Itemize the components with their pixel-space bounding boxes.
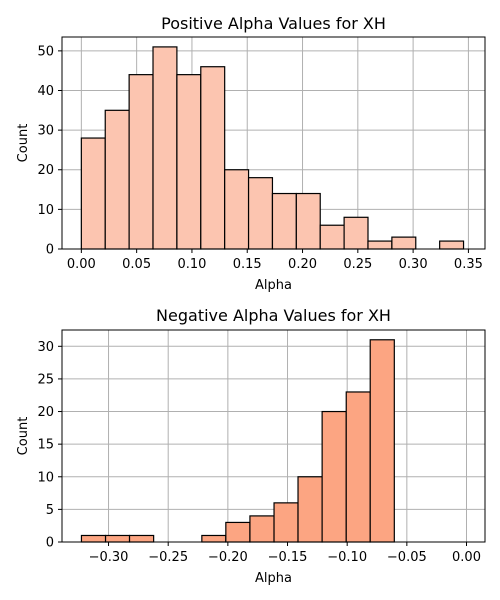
y-axis-label: Count <box>16 417 31 456</box>
histogram-bar <box>80 137 106 250</box>
x-tick-label: −0.20 <box>208 550 248 565</box>
histogram-bar <box>271 192 297 250</box>
bars <box>80 46 465 250</box>
histogram-bar <box>367 240 393 250</box>
x-axis-label: Alpha <box>255 571 292 586</box>
histogram-bar <box>273 502 299 543</box>
x-tick-label: 0.10 <box>177 257 206 272</box>
histogram-bar <box>247 177 274 250</box>
x-tick-label: 0.25 <box>343 257 372 272</box>
chart-title: Negative Alpha Values for XH <box>156 306 391 325</box>
x-tick-label: −0.05 <box>387 550 427 565</box>
histogram-bar <box>369 339 395 543</box>
y-tick-label: 10 <box>37 470 54 485</box>
histogram-bar <box>225 521 251 543</box>
histogram-bar <box>128 534 155 543</box>
x-tick-label: 0.20 <box>288 257 317 272</box>
x-tick-label: −0.10 <box>327 550 367 565</box>
histogram-bar <box>249 515 275 543</box>
histogram-bar <box>391 236 417 250</box>
y-axis-label: Count <box>16 124 31 163</box>
y-tick-label: 20 <box>37 163 54 178</box>
x-tick-label: −0.15 <box>268 550 308 565</box>
axes-frame <box>61 36 486 250</box>
histogram-bar <box>176 74 202 250</box>
chart-title: Positive Alpha Values for XH <box>161 14 386 33</box>
y-tick-label: 0 <box>46 536 54 551</box>
x-tick-label: 0.05 <box>122 257 151 272</box>
y-tick-label: 10 <box>37 203 54 218</box>
histogram-bar <box>152 46 178 250</box>
x-tick-label: −0.25 <box>148 550 188 565</box>
histogram-bar <box>439 240 465 250</box>
y-tick-label: 20 <box>37 405 54 420</box>
y-tick-label: 40 <box>37 84 54 99</box>
y-tick-label: 30 <box>37 124 54 139</box>
histogram-bar <box>128 74 154 250</box>
x-tick-label: −0.30 <box>89 550 129 565</box>
histogram-bar <box>297 476 323 543</box>
histogram-bar <box>224 169 250 250</box>
x-tick-label: 0.15 <box>233 257 262 272</box>
x-tick-label: 0.30 <box>399 257 428 272</box>
y-tick-label: 25 <box>37 372 54 387</box>
histogram-bar <box>295 192 321 250</box>
x-tick-label: 0.35 <box>454 257 483 272</box>
histogram-bar <box>200 66 226 250</box>
x-tick-label: 0.00 <box>67 257 96 272</box>
x-axis-label: Alpha <box>255 278 292 293</box>
y-tick-label: 0 <box>46 243 54 258</box>
histogram-bar <box>104 109 130 250</box>
y-tick-label: 50 <box>37 44 54 59</box>
histogram-bar <box>201 534 227 543</box>
histogram-bar <box>104 534 131 543</box>
x-tick-label: 0.00 <box>452 550 481 565</box>
histogram-bar <box>343 216 369 250</box>
histogram-bar <box>345 391 371 543</box>
histogram-bar <box>80 534 107 543</box>
histogram-bar <box>321 410 347 543</box>
y-tick-label: 5 <box>46 503 54 518</box>
y-tick-label: 30 <box>37 340 54 355</box>
y-tick-label: 15 <box>37 438 54 453</box>
positive-alpha-histogram: 0.00 0.05 0.10 0.15 0.20 0.25 0.30 0.35 0 10 20 30 4… <box>16 14 486 293</box>
axes-frame <box>61 329 486 543</box>
negative-alpha-histogram: −0.30 −0.25 −0.20 −0.15 −0.10 −0.05 0.00 0 5 10 15… <box>16 306 486 586</box>
histogram-bar <box>319 224 345 250</box>
